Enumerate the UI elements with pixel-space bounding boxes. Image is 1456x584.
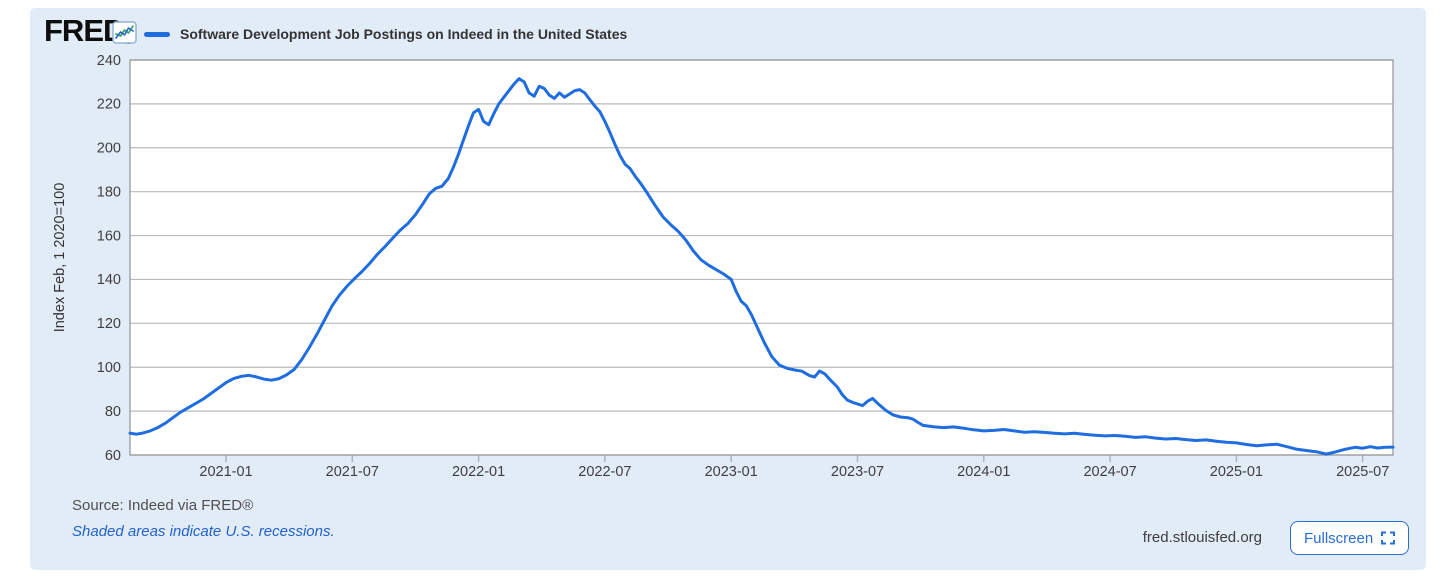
x-tick-label: 2021-07	[326, 464, 379, 480]
y-tick-label: 100	[97, 360, 121, 376]
fred-logo[interactable]: FRED®	[44, 13, 132, 48]
mini-chart-icon	[112, 21, 137, 44]
fullscreen-button[interactable]: Fullscreen	[1290, 521, 1410, 555]
x-tick-label: 2023-07	[831, 464, 884, 480]
y-tick-label: 200	[97, 141, 121, 157]
source-note: Source: Indeed via FRED®	[72, 497, 254, 514]
y-tick-label: 120	[97, 316, 121, 332]
y-axis-title: Index Feb, 1 2020=100	[52, 183, 68, 333]
x-tick-label: 2025-07	[1336, 464, 1389, 480]
x-tick-label: 2022-07	[578, 464, 631, 480]
y-tick-label: 240	[97, 53, 121, 69]
x-tick-label: 2023-01	[705, 464, 758, 480]
x-tick-label: 2024-01	[957, 464, 1010, 480]
fred-logo-text: FRED	[44, 13, 125, 48]
y-tick-label: 180	[97, 184, 121, 200]
y-tick-label: 80	[105, 404, 121, 420]
legend-series-label[interactable]: Software Development Job Postings on Ind…	[180, 26, 628, 42]
plot-background	[130, 60, 1393, 455]
x-tick-label: 2021-01	[199, 464, 252, 480]
plot-frame	[129, 59, 1394, 456]
y-tick-label: 140	[97, 272, 121, 288]
site-link[interactable]: fred.stlouisfed.org	[1142, 529, 1262, 546]
fullscreen-icon	[1381, 531, 1396, 545]
legend-line-swatch	[144, 32, 170, 37]
fullscreen-label: Fullscreen	[1304, 529, 1374, 547]
recession-note: Shaded areas indicate U.S. recessions.	[72, 523, 335, 540]
series-line	[128, 77, 1395, 456]
y-tick-label: 220	[97, 97, 121, 113]
y-tick-label: 160	[97, 228, 121, 244]
x-tick-label: 2024-07	[1083, 464, 1136, 480]
x-tick-label: 2022-01	[452, 464, 505, 480]
x-tick-label: 2025-01	[1210, 464, 1263, 480]
y-tick-label: 60	[105, 448, 121, 464]
